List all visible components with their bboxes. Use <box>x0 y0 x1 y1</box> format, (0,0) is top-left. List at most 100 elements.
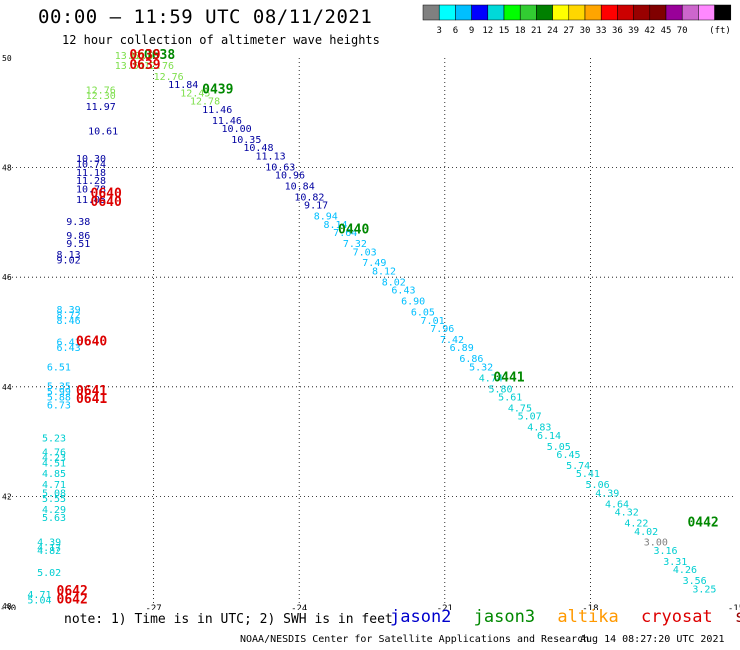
wave-height-value: 4.23 <box>42 453 66 464</box>
wave-height-value: 6.86 <box>459 354 483 365</box>
color-scale-label: 30 <box>580 26 591 36</box>
wave-height-value: 11.28 <box>76 176 106 187</box>
wave-height-value: 8.12 <box>372 266 396 277</box>
wave-height-value: 4.02 <box>634 527 658 538</box>
wave-height-value: 9.02 <box>57 256 81 267</box>
x-tick-label: -30 <box>0 604 16 610</box>
wave-height-value: 7.96 <box>430 324 454 335</box>
wave-height-value: 3.16 <box>653 546 677 557</box>
satellite-jason2: jason2 <box>390 607 452 627</box>
wave-height-value: 9.86 <box>66 231 90 242</box>
color-scale-label: 39 <box>628 26 639 36</box>
wave-height-value: 4.75 <box>508 403 532 414</box>
wave-height-value: 4.85 <box>42 469 66 480</box>
color-scale-label: 12 <box>482 26 493 36</box>
credit-line: NOAA/NESDIS Center for Satellite Applica… <box>240 634 590 645</box>
wave-height-value: 5.80 <box>488 384 512 395</box>
wave-height-value: 10.48 <box>243 143 273 154</box>
pass-time-label: 0440 <box>338 222 369 237</box>
satellite-s3a: s3a <box>735 607 740 627</box>
wave-height-value: 6.41 <box>57 338 81 349</box>
wave-height-value: 10.84 <box>285 182 315 193</box>
wave-height-value: 4.22 <box>624 519 648 530</box>
wave-height-value: 5.61 <box>498 393 522 404</box>
pass-time-label: 0439 <box>202 83 233 98</box>
wave-height-value: 4.29 <box>42 505 66 516</box>
wave-height-value: 5.32 <box>469 362 493 373</box>
wave-height-value: 4.51 <box>42 458 66 469</box>
wave-height-value: 10.00 <box>222 124 252 135</box>
pass-time-label: 0641 <box>76 392 107 407</box>
wave-height-value: 11.46 <box>202 105 232 116</box>
wave-height-value: 7.64 <box>333 228 357 239</box>
wave-height-value: 7.42 <box>440 335 464 346</box>
wave-height-value: 5.99 <box>47 387 71 398</box>
color-scale-label: 27 <box>563 26 574 36</box>
wave-height-value: 5.23 <box>42 434 66 445</box>
satellite-altika: altika <box>557 607 619 627</box>
wave-height-value: 6.05 <box>411 308 435 319</box>
color-scale-unit: (ft) <box>709 26 731 36</box>
wave-height-value: 5.08 <box>42 488 66 499</box>
chart-title: 00:00 – 11:59 UTC 08/11/2021 <box>38 6 373 28</box>
y-tick-label: 44 <box>2 383 12 392</box>
color-scale-label: 36 <box>612 26 623 36</box>
wave-height-value: 4.17 <box>37 543 61 554</box>
pass-time-label: 0442 <box>687 516 718 531</box>
wave-height-value: 12.76 <box>86 86 116 97</box>
wave-height-value: 10.82 <box>294 192 324 203</box>
color-scale-label: 70 <box>677 26 688 36</box>
wave-height-value: 7.03 <box>353 247 377 258</box>
wave-height-value: 8.02 <box>382 277 406 288</box>
pass-time-label: 0441 <box>493 370 524 385</box>
pass-time-label: 0640 <box>91 195 122 210</box>
wave-height-value: 4.71 <box>27 590 51 601</box>
wave-height-value: 11.13 <box>256 151 286 162</box>
color-scale-label: 9 <box>469 26 474 36</box>
timestamp: Aug 14 08:27:20 UTC 2021 <box>580 634 725 645</box>
wave-height-value: 6.43 <box>57 343 81 354</box>
x-tick-label: -21 <box>437 604 453 610</box>
satellite-cryosat: cryosat <box>641 607 713 627</box>
wave-height-plot: -30-27-24-21-18-1550484644424013.6112.61… <box>0 48 740 610</box>
wave-height-value: 5.55 <box>42 494 66 505</box>
wave-height-value: 12.30 <box>86 91 116 102</box>
pass-time-label: 0640 <box>91 187 122 202</box>
wave-height-value: 11.46 <box>212 116 242 127</box>
wave-height-value: 4.74 <box>479 373 503 384</box>
wave-height-value: 10.61 <box>88 127 118 138</box>
wave-height-value: 3.31 <box>663 557 687 568</box>
wave-height-value: 8.39 <box>57 305 81 316</box>
wave-height-value: 6.43 <box>391 286 415 297</box>
wave-height-value: 10.30 <box>76 154 106 165</box>
color-scale-label: 6 <box>453 26 458 36</box>
wave-height-value: 13.51 <box>115 61 145 72</box>
x-tick-label: -24 <box>291 604 307 610</box>
footnote: note: 1) Time is in UTC; 2) SWH is in fe… <box>64 612 393 627</box>
pass-time-label: 0642 <box>57 592 88 607</box>
wave-height-value: 4.83 <box>527 423 551 434</box>
wave-height-value: 5.07 <box>518 412 542 423</box>
wave-height-value: 7.49 <box>362 258 386 269</box>
satellite-jason3: jason3 <box>473 607 536 627</box>
pass-time-label: 0642 <box>57 584 88 599</box>
color-scale-label: 33 <box>596 26 607 36</box>
wave-height-value: 5.74 <box>566 461 590 472</box>
y-tick-label: 46 <box>2 273 12 282</box>
satellite-legend: jason2 jason3 altika cryosat s3a <box>390 607 740 627</box>
wave-height-value: 5.41 <box>576 469 600 480</box>
pass-time-label: 0639 <box>129 48 160 63</box>
wave-height-value: 10.78 <box>76 184 106 195</box>
wave-height-value: 10.96 <box>275 171 305 182</box>
x-tick-label: -15 <box>728 604 740 610</box>
wave-height-value: 10.35 <box>231 135 261 146</box>
y-tick-label: 42 <box>2 492 12 501</box>
wave-height-value: 8.72 <box>57 310 81 321</box>
wave-height-value: 12.78 <box>190 97 220 108</box>
wave-height-value: 5.06 <box>586 480 610 491</box>
color-scale-label: 42 <box>644 26 655 36</box>
x-tick-label: -27 <box>145 604 161 610</box>
wave-height-value: 11.18 <box>76 168 106 179</box>
wave-height-value: 4.82 <box>37 546 61 557</box>
wave-height-value: 5.63 <box>42 513 66 524</box>
